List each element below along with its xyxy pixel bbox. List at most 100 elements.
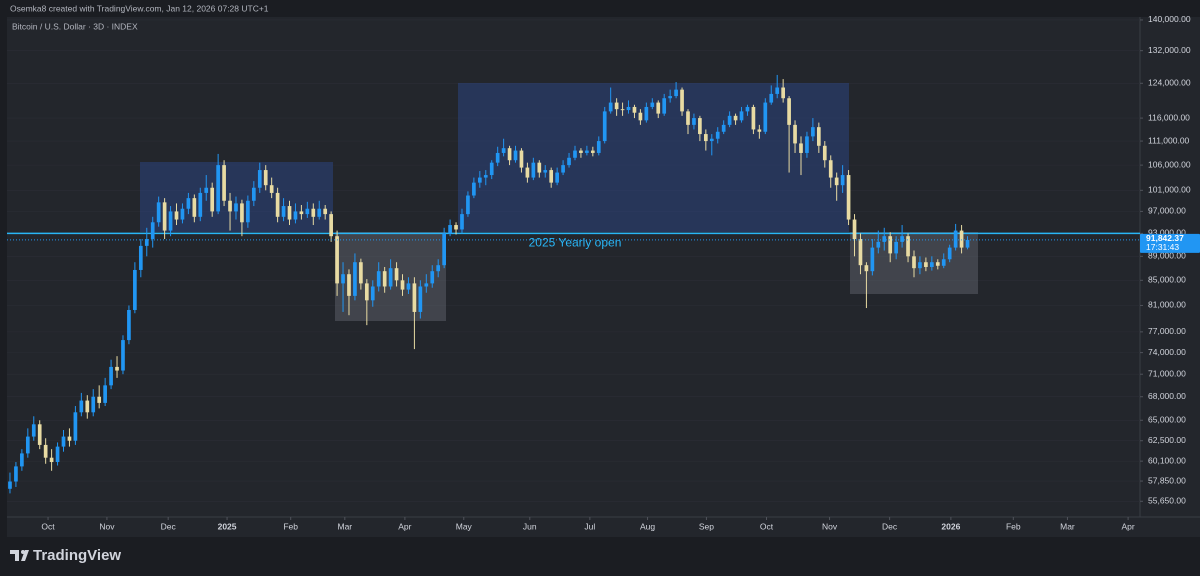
candle-body xyxy=(775,87,780,94)
candle-body xyxy=(822,145,827,161)
candle-body xyxy=(793,124,797,144)
candle-body xyxy=(305,208,310,215)
candle-body xyxy=(953,230,958,248)
candle-body xyxy=(721,124,726,132)
candle-body xyxy=(674,89,678,97)
candle-body xyxy=(680,89,684,112)
candle-body xyxy=(359,262,363,284)
candle-body xyxy=(287,206,292,220)
x-tick-label: Dec xyxy=(882,521,898,531)
brand: TradingView xyxy=(33,547,121,564)
x-tick-label: Nov xyxy=(99,521,115,531)
x-tick-label: Feb xyxy=(1006,521,1021,531)
candle-body xyxy=(281,206,286,217)
candle-body xyxy=(210,187,215,212)
candle-body xyxy=(692,118,696,125)
candle-body xyxy=(14,466,18,482)
candle-body xyxy=(537,162,542,173)
candle-body xyxy=(918,262,922,269)
y-tick-label: 101,000.00 xyxy=(1148,185,1191,195)
candle-body xyxy=(257,170,262,188)
candle-body xyxy=(573,150,577,158)
candle-body xyxy=(864,265,869,272)
candle-body xyxy=(394,268,399,281)
candle-body xyxy=(79,400,84,413)
candle-body xyxy=(246,200,250,223)
y-tick-label: 68,000.00 xyxy=(1148,391,1186,401)
logo: TradingView xyxy=(10,547,121,564)
candle-body xyxy=(115,366,119,371)
candle-body xyxy=(442,233,446,266)
candle-body xyxy=(121,340,125,371)
candle-body xyxy=(941,259,946,266)
candle-body xyxy=(275,192,280,217)
y-tick-label: 60,100.00 xyxy=(1148,455,1186,465)
candle-body xyxy=(519,150,524,168)
candle-body xyxy=(400,280,405,290)
candle-body xyxy=(638,112,643,121)
y-tick-label: 55,650.00 xyxy=(1148,496,1186,506)
y-tick-label: 106,000.00 xyxy=(1148,159,1191,169)
y-tick-label: 71,000.00 xyxy=(1148,368,1186,378)
y-tick-label: 89,000.00 xyxy=(1148,251,1186,261)
y-tick-label: 85,000.00 xyxy=(1148,275,1186,285)
candle-body xyxy=(733,115,738,121)
candle-body xyxy=(168,211,173,231)
candle-body xyxy=(31,424,36,437)
candle-body xyxy=(626,106,631,111)
x-tick-label: Dec xyxy=(161,521,177,531)
candle-body xyxy=(162,202,167,231)
x-tick-label: Jun xyxy=(523,521,537,531)
candle-body xyxy=(43,444,48,458)
candle-body xyxy=(596,141,601,153)
candle-body xyxy=(25,436,30,454)
x-tick-label: Feb xyxy=(283,521,298,531)
candle-body xyxy=(709,138,714,142)
candle-body xyxy=(882,236,887,242)
candle-body xyxy=(73,412,78,441)
candle-body xyxy=(846,175,851,220)
candle-body xyxy=(567,157,571,166)
candle-body xyxy=(97,396,102,403)
candle-body xyxy=(311,208,316,217)
candle-body xyxy=(745,106,750,112)
candle-body xyxy=(632,106,637,113)
x-tick-label: May xyxy=(456,521,473,531)
x-tick-label: 2025 xyxy=(218,521,237,531)
candle-body xyxy=(525,167,530,178)
candle-body xyxy=(364,283,369,301)
candle-body xyxy=(323,208,328,215)
candle-body xyxy=(924,262,928,267)
candle-body xyxy=(489,162,494,176)
y-tick-label: 116,000.00 xyxy=(1148,112,1190,122)
candle-body xyxy=(424,283,429,287)
y-tick-label: 124,000.00 xyxy=(1148,78,1191,88)
candle-body xyxy=(103,385,107,403)
candle-body xyxy=(8,481,12,489)
candle-body xyxy=(198,192,203,217)
candle-body xyxy=(477,177,482,183)
candle-body xyxy=(727,115,732,125)
candle-body xyxy=(317,208,322,217)
candle-body xyxy=(620,109,625,111)
candle-body xyxy=(703,134,708,142)
candle-body xyxy=(513,150,518,161)
candle-body xyxy=(263,170,268,186)
candle-body xyxy=(347,274,351,296)
y-tick-label: 140,000.00 xyxy=(1148,14,1191,24)
candle-body xyxy=(531,162,536,178)
candle-body xyxy=(472,182,476,196)
candle-body xyxy=(127,309,131,341)
level-label: 2025 Yearly open xyxy=(529,236,622,250)
candle-body xyxy=(370,286,375,301)
x-tick-label: Aug xyxy=(640,521,655,531)
candle-body xyxy=(585,150,589,153)
candle-body xyxy=(376,271,381,287)
candle-body xyxy=(608,102,613,112)
candle-body xyxy=(579,150,583,153)
candle-body xyxy=(234,203,238,212)
candle-body xyxy=(180,208,185,220)
candle-body xyxy=(85,400,90,413)
candle-body xyxy=(67,436,72,441)
candle-body xyxy=(216,165,220,212)
